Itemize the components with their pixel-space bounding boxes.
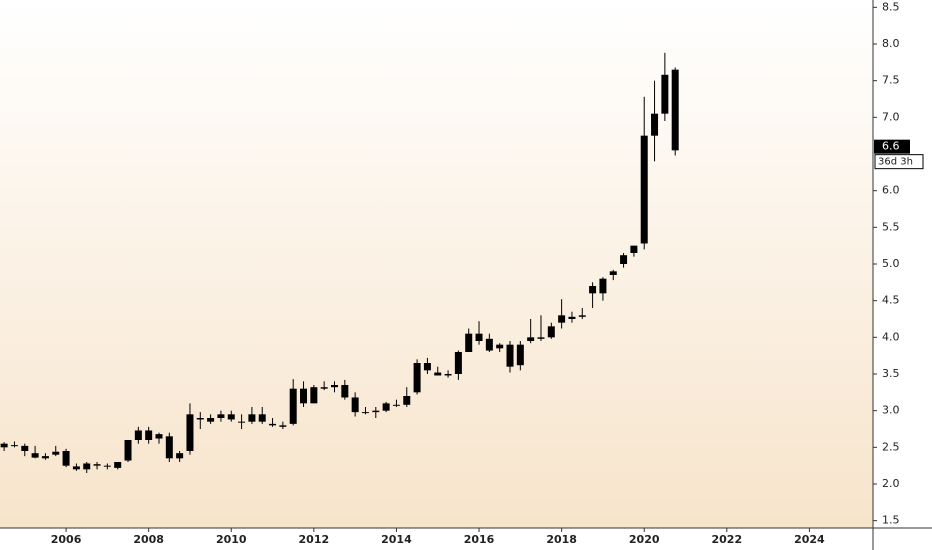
candle-body — [93, 464, 101, 466]
candle-body — [434, 372, 442, 376]
countdown-label: 36d 3h — [878, 157, 913, 168]
candle-body — [372, 410, 380, 413]
candle-body — [361, 412, 369, 414]
candle-body — [454, 352, 462, 374]
candle-body — [114, 462, 122, 468]
y-tick-label: 7.5 — [882, 74, 900, 87]
candle-body — [238, 421, 246, 423]
y-tick-label: 7.0 — [882, 110, 900, 123]
candle-body — [537, 337, 545, 339]
candle-body — [620, 255, 628, 264]
candle-body — [103, 465, 111, 467]
candle-body — [547, 326, 555, 338]
y-tick-label: 3.0 — [882, 404, 900, 417]
candle-body — [341, 385, 349, 398]
y-tick-label: 2.0 — [882, 477, 900, 490]
candle-body — [289, 388, 297, 424]
candle-body — [269, 423, 277, 426]
candle-body — [207, 418, 215, 422]
candle-body — [516, 344, 524, 366]
candle-body — [558, 315, 566, 323]
candle-body — [382, 403, 390, 411]
candle-body — [248, 414, 256, 422]
candle-body — [485, 338, 493, 351]
y-tick-label: 6.0 — [882, 184, 900, 197]
last-price-box — [874, 139, 910, 154]
candle-body — [475, 333, 483, 341]
candle-body — [52, 451, 60, 455]
candle-body — [661, 74, 669, 114]
y-tick-label: 2.5 — [882, 440, 900, 453]
candle-body — [330, 385, 338, 388]
candle-body — [176, 453, 184, 459]
candle-body — [62, 451, 70, 466]
candle-body — [320, 387, 328, 389]
candle-body — [351, 397, 359, 413]
candle-body — [0, 443, 8, 448]
x-tick-label: 2008 — [133, 533, 164, 546]
candle-body — [310, 387, 318, 404]
x-tick-label: 2014 — [381, 533, 412, 546]
candle-body — [413, 363, 421, 393]
candle-body — [651, 113, 659, 136]
candle-body — [506, 344, 514, 367]
candle-body — [186, 414, 194, 451]
candle-body — [423, 363, 431, 371]
candle-body — [599, 278, 607, 294]
countdown-box — [874, 154, 924, 170]
candle-body — [444, 374, 452, 376]
candle-body — [589, 286, 597, 294]
candle-body — [134, 430, 142, 440]
candle-body — [21, 445, 29, 451]
y-tick-label: 1.5 — [882, 514, 900, 527]
candle-body — [578, 315, 586, 317]
candle-body — [41, 456, 49, 459]
candle-body — [496, 344, 504, 349]
y-tick-label: 8.0 — [882, 37, 900, 50]
y-tick-label: 4.5 — [882, 294, 900, 307]
candle-body — [465, 333, 473, 352]
candle-body — [124, 440, 132, 461]
candle-body — [72, 466, 80, 470]
x-tick-label: 2010 — [216, 533, 247, 546]
x-tick-label: 2020 — [629, 533, 660, 546]
candle-body — [258, 414, 266, 422]
candle-body — [31, 453, 39, 458]
y-tick-label: 3.5 — [882, 367, 900, 380]
candle-body — [155, 434, 163, 439]
y-tick-label: 5.0 — [882, 257, 900, 270]
candle-body — [196, 418, 204, 420]
candle-body — [671, 69, 679, 151]
last-price-label: 6.6 — [882, 140, 900, 153]
x-tick-label: 2006 — [51, 533, 82, 546]
candle-body — [83, 463, 91, 470]
y-tick-label: 4.0 — [882, 330, 900, 343]
candle-body — [165, 436, 173, 459]
y-tick-label: 8.5 — [882, 0, 900, 13]
y-tick-label: 5.5 — [882, 220, 900, 233]
candle-body — [609, 271, 617, 275]
candle-body — [403, 396, 411, 405]
candle-body — [10, 445, 18, 447]
candle-body — [227, 414, 235, 420]
candle-body — [392, 404, 400, 406]
x-tick-label: 2012 — [299, 533, 330, 546]
x-tick-label: 2024 — [794, 533, 825, 546]
candle-body — [527, 337, 535, 341]
candle-body — [279, 425, 287, 427]
candle-body — [640, 135, 648, 244]
x-tick-label: 2016 — [464, 533, 495, 546]
x-tick-label: 2022 — [711, 533, 742, 546]
candle-body — [300, 388, 308, 404]
candle-body — [568, 316, 576, 319]
candle-body — [630, 245, 638, 253]
candle-body — [217, 414, 225, 418]
x-tick-label: 2018 — [546, 533, 577, 546]
candle-body — [145, 430, 153, 440]
